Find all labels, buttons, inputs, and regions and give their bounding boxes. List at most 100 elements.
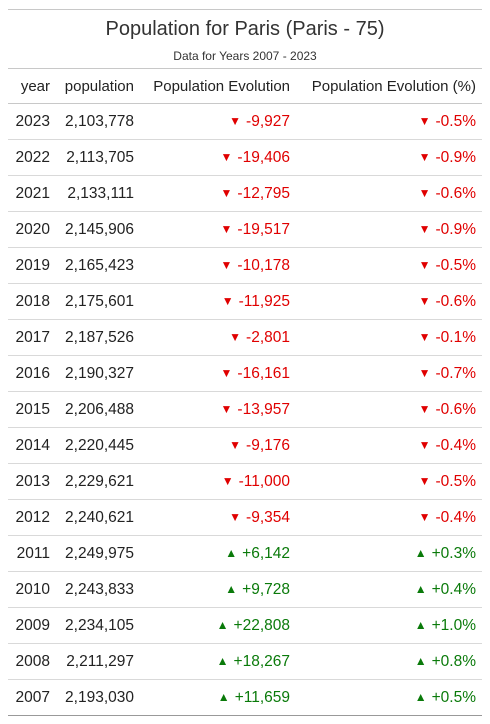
down-triangle-icon: ▼ <box>221 293 234 308</box>
evolution-pct-cell: ▼ -0.6% <box>296 283 482 320</box>
population-table-widget: Population for Paris (Paris - 75) Data f… <box>8 9 482 716</box>
down-triangle-icon: ▼ <box>418 473 431 488</box>
evolution-cell: ▼ -10,178 <box>140 247 296 284</box>
evolution-pct-value: -0.6% <box>435 184 477 202</box>
evolution-cell: ▼ -9,927 <box>140 103 296 140</box>
evolution-cell: ▼ -11,000 <box>140 463 296 500</box>
evolution-pct-value: +0.5% <box>431 688 476 706</box>
evolution-value: -9,354 <box>246 508 290 526</box>
year-cell: 2022 <box>8 139 56 176</box>
evolution-value: -19,406 <box>237 148 290 166</box>
down-triangle-icon: ▼ <box>229 509 242 524</box>
year-cell: 2013 <box>8 463 56 500</box>
evolution-pct-value: -0.9% <box>435 220 477 238</box>
down-triangle-icon: ▼ <box>229 113 242 128</box>
evolution-pct-cell: ▼ -0.4% <box>296 499 482 536</box>
year-cell: 2011 <box>8 535 56 572</box>
header-population-evolution: Population Evolution <box>140 68 296 104</box>
evolution-pct-value: +0.3% <box>431 544 476 562</box>
up-triangle-icon: ▲ <box>216 617 229 632</box>
down-triangle-icon: ▼ <box>418 257 431 272</box>
evolution-value: -10,178 <box>237 256 290 274</box>
evolution-pct-cell: ▼ -0.4% <box>296 427 482 464</box>
evolution-pct-value: -0.9% <box>435 148 477 166</box>
evolution-pct-cell: ▼ -0.9% <box>296 211 482 248</box>
population-cell: 2,206,488 <box>56 391 140 428</box>
evolution-pct-value: -0.1% <box>435 328 477 346</box>
evolution-cell: ▼ -9,354 <box>140 499 296 536</box>
population-cell: 2,145,906 <box>56 211 140 248</box>
table-row: 2010 2,243,833 ▲ +9,728 ▲ +0.4% <box>8 571 482 608</box>
evolution-cell: ▲ +9,728 <box>140 571 296 608</box>
down-triangle-icon: ▼ <box>221 473 234 488</box>
table-row: 2013 2,229,621 ▼ -11,000 ▼ -0.5% <box>8 463 482 500</box>
table-row: 2009 2,234,105 ▲ +22,808 ▲ +1.0% <box>8 607 482 644</box>
evolution-value: +9,728 <box>242 580 290 598</box>
table-header: year population Population Evolution Pop… <box>8 68 482 104</box>
evolution-cell: ▼ -12,795 <box>140 175 296 212</box>
evolution-pct-cell: ▲ +0.8% <box>296 643 482 680</box>
down-triangle-icon: ▼ <box>220 185 233 200</box>
up-triangle-icon: ▲ <box>414 689 427 704</box>
year-cell: 2018 <box>8 283 56 320</box>
evolution-pct-value: -0.6% <box>435 292 477 310</box>
evolution-pct-value: -0.7% <box>435 364 477 382</box>
population-cell: 2,229,621 <box>56 463 140 500</box>
population-cell: 2,190,327 <box>56 355 140 392</box>
evolution-cell: ▼ -2,801 <box>140 319 296 356</box>
down-triangle-icon: ▼ <box>220 149 233 164</box>
year-cell: 2008 <box>8 643 56 680</box>
up-triangle-icon: ▲ <box>414 653 427 668</box>
population-table: year population Population Evolution Pop… <box>8 68 482 716</box>
evolution-pct-value: +1.0% <box>431 616 476 634</box>
evolution-value: -11,925 <box>238 292 290 310</box>
table-row: 2023 2,103,778 ▼ -9,927 ▼ -0.5% <box>8 103 482 140</box>
population-cell: 2,243,833 <box>56 571 140 608</box>
evolution-pct-value: -0.4% <box>435 436 477 454</box>
evolution-pct-value: -0.4% <box>435 508 477 526</box>
header-row: year population Population Evolution Pop… <box>8 68 482 104</box>
evolution-pct-cell: ▲ +0.3% <box>296 535 482 572</box>
evolution-pct-cell: ▼ -0.6% <box>296 175 482 212</box>
evolution-value: -13,957 <box>237 400 290 418</box>
evolution-cell: ▼ -19,517 <box>140 211 296 248</box>
down-triangle-icon: ▼ <box>220 221 233 236</box>
up-triangle-icon: ▲ <box>414 617 427 632</box>
table-row: 2011 2,249,975 ▲ +6,142 ▲ +0.3% <box>8 535 482 572</box>
population-cell: 2,103,778 <box>56 103 140 140</box>
evolution-value: +18,267 <box>233 652 290 670</box>
population-cell: 2,113,705 <box>56 139 140 176</box>
evolution-pct-cell: ▼ -0.7% <box>296 355 482 392</box>
table-row: 2015 2,206,488 ▼ -13,957 ▼ -0.6% <box>8 391 482 428</box>
down-triangle-icon: ▼ <box>418 401 431 416</box>
up-triangle-icon: ▲ <box>225 545 238 560</box>
evolution-cell: ▲ +6,142 <box>140 535 296 572</box>
table-row: 2020 2,145,906 ▼ -19,517 ▼ -0.9% <box>8 211 482 248</box>
evolution-pct-cell: ▲ +0.5% <box>296 679 482 716</box>
header-population: population <box>56 68 140 104</box>
evolution-cell: ▼ -11,925 <box>140 283 296 320</box>
evolution-pct-cell: ▲ +1.0% <box>296 607 482 644</box>
evolution-value: -12,795 <box>237 184 290 202</box>
down-triangle-icon: ▼ <box>418 221 431 236</box>
year-cell: 2015 <box>8 391 56 428</box>
evolution-cell: ▲ +22,808 <box>140 607 296 644</box>
chart-subtitle: Data for Years 2007 - 2023 <box>173 49 317 63</box>
down-triangle-icon: ▼ <box>229 437 242 452</box>
year-cell: 2019 <box>8 247 56 284</box>
table-row: 2019 2,165,423 ▼ -10,178 ▼ -0.5% <box>8 247 482 284</box>
header-population-evolution-pct: Population Evolution (%) <box>296 68 482 104</box>
table-row: 2016 2,190,327 ▼ -16,161 ▼ -0.7% <box>8 355 482 392</box>
year-cell: 2016 <box>8 355 56 392</box>
evolution-value: -16,161 <box>237 364 290 382</box>
population-cell: 2,175,601 <box>56 283 140 320</box>
down-triangle-icon: ▼ <box>418 185 431 200</box>
down-triangle-icon: ▼ <box>229 329 242 344</box>
evolution-pct-cell: ▼ -0.1% <box>296 319 482 356</box>
top-divider <box>8 9 482 10</box>
evolution-value: -9,927 <box>246 112 290 130</box>
evolution-pct-cell: ▼ -0.9% <box>296 139 482 176</box>
evolution-cell: ▼ -13,957 <box>140 391 296 428</box>
up-triangle-icon: ▲ <box>217 689 230 704</box>
population-cell: 2,220,445 <box>56 427 140 464</box>
